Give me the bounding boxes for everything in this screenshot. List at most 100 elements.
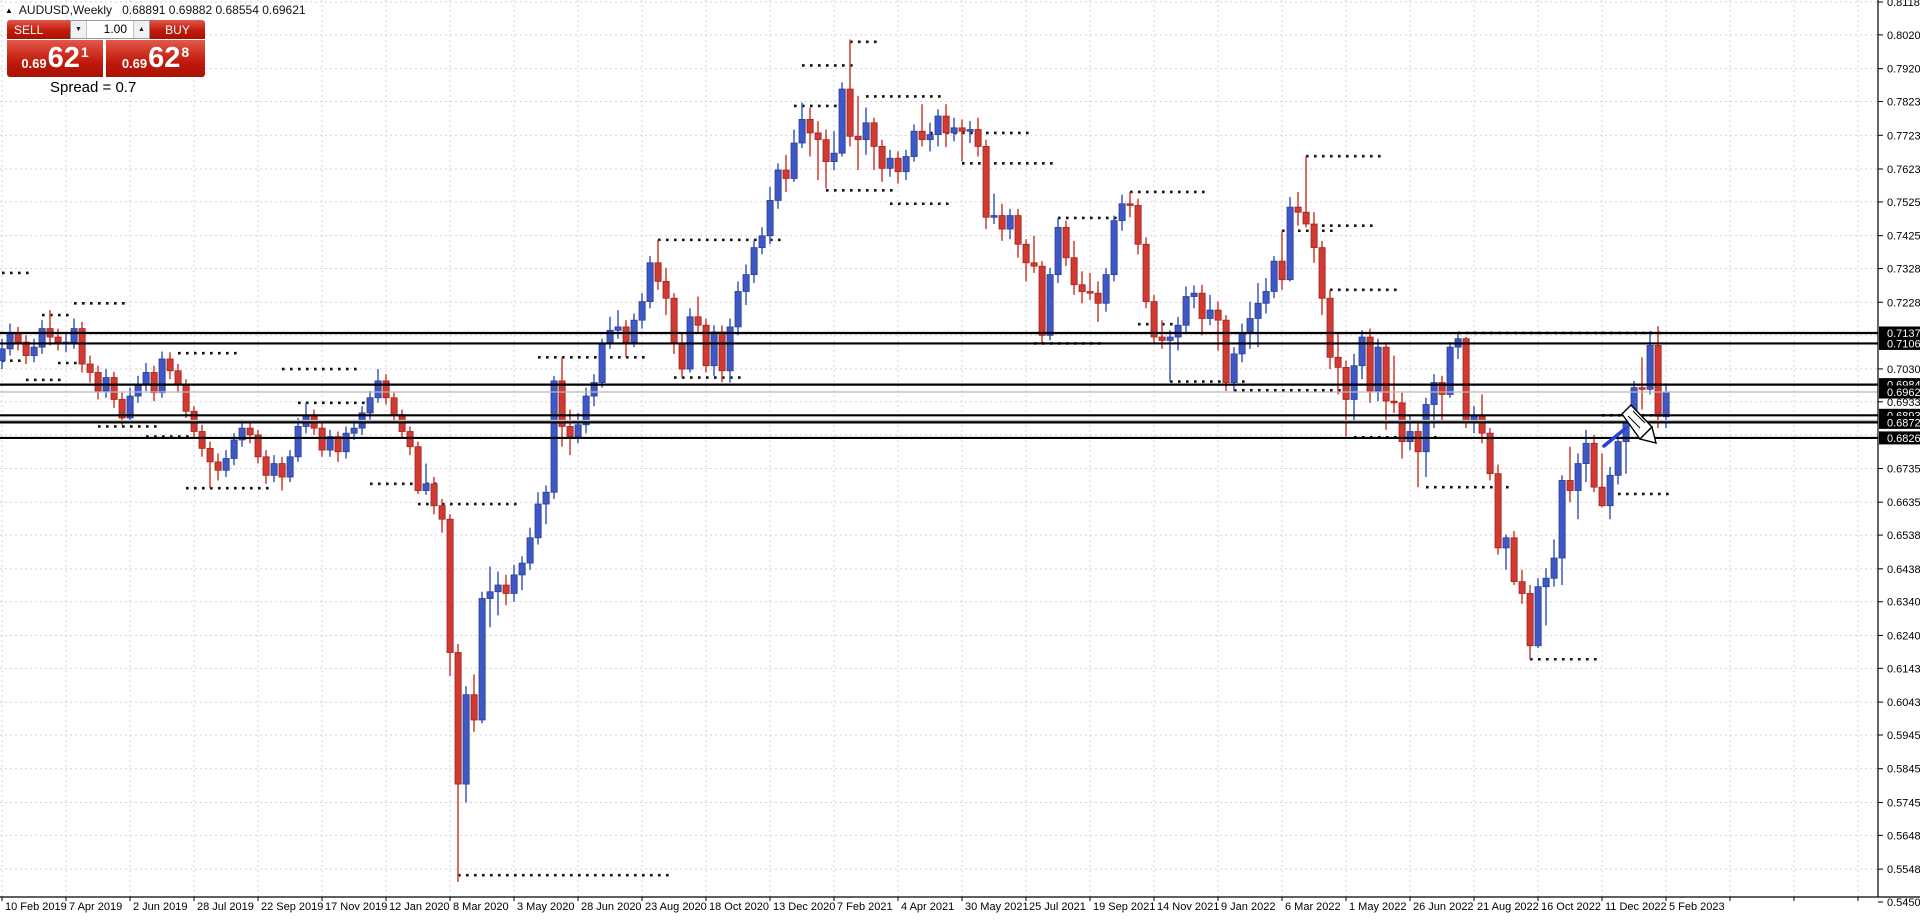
candle-body: [94, 372, 102, 392]
collapse-panel-icon[interactable]: ▲: [5, 5, 13, 15]
price-axis-label: 0.79205: [1887, 64, 1920, 76]
date-axis-label: 28 Jul 2019: [197, 901, 254, 913]
date-axis-label: 10 Feb 2019: [5, 901, 67, 913]
candle: [262, 450, 270, 484]
volume-input[interactable]: 1.00: [103, 22, 127, 36]
candle: [1478, 394, 1486, 444]
candle-body: [1102, 274, 1110, 304]
candle-body: [1534, 586, 1542, 647]
candle-body: [366, 397, 374, 414]
candle: [502, 574, 510, 606]
sell-button[interactable]: SELL: [7, 20, 70, 39]
candle-body: [246, 427, 254, 436]
candle-body: [510, 574, 518, 594]
candle: [1078, 271, 1086, 304]
volume-increase-icon[interactable]: ▲: [133, 21, 149, 38]
levels-layer: [0, 331, 1878, 440]
candle: [1486, 428, 1494, 481]
candle-body: [1502, 537, 1510, 549]
candle-body: [1214, 309, 1222, 321]
candle: [294, 418, 302, 462]
candle: [62, 331, 70, 353]
candle-body: [966, 129, 974, 132]
candle: [446, 514, 454, 677]
candle-body: [862, 122, 870, 141]
candle-body: [654, 262, 662, 282]
candle-body: [766, 199, 774, 237]
candle-body: [1446, 346, 1454, 395]
price-axis-label: 0.75255: [1887, 197, 1920, 209]
candle-body: [822, 139, 830, 162]
level-price-label: 0.68260: [1887, 433, 1920, 445]
sell-price-base: 0.69: [21, 55, 47, 71]
candle: [542, 485, 550, 525]
candle: [990, 193, 998, 225]
candle: [822, 129, 830, 189]
candle-body: [382, 380, 390, 399]
candle-body: [158, 358, 166, 394]
candle: [870, 117, 878, 171]
candle-body: [782, 169, 790, 179]
volume-decrease-icon[interactable]: ▼: [71, 21, 87, 38]
buy-price-button[interactable]: 0.69 62 8: [106, 40, 205, 77]
candle: [1638, 357, 1646, 410]
candle: [798, 102, 806, 149]
candle: [902, 149, 910, 181]
candle-body: [550, 380, 558, 493]
candle: [1302, 156, 1310, 228]
date-axis-label: 9 Jan 2022: [1221, 901, 1275, 913]
candle: [670, 293, 678, 354]
candle-body: [1422, 404, 1430, 453]
candle: [110, 371, 118, 408]
candle-body: [142, 372, 150, 385]
candle: [134, 375, 142, 403]
buy-button[interactable]: BUY: [150, 20, 205, 39]
candle-body: [110, 377, 118, 400]
candle-body: [1126, 203, 1134, 206]
trendline-segment[interactable]: [1602, 426, 1628, 448]
candle: [566, 409, 574, 456]
candles-layer: [0, 39, 1670, 882]
candle-body: [118, 399, 126, 419]
candle-body: [478, 598, 486, 721]
candle: [1086, 272, 1094, 300]
date-axis-label: 5 Feb 2023: [1669, 901, 1725, 913]
price-axis-label: 0.66355: [1887, 497, 1920, 509]
candle: [862, 107, 870, 155]
candle-body: [174, 370, 182, 385]
candle: [750, 240, 758, 284]
candle-body: [918, 130, 926, 141]
price-axis-label: 0.70305: [1887, 364, 1920, 376]
candle-body: [942, 115, 950, 134]
candle-body: [1438, 382, 1446, 395]
candle-body: [14, 333, 22, 343]
candle-body: [894, 157, 902, 173]
date-axis-label: 13 Dec 2020: [773, 901, 835, 913]
candle: [38, 320, 46, 354]
candle: [1070, 240, 1078, 295]
candle-body: [1558, 480, 1566, 559]
candle-body: [1246, 318, 1254, 335]
date-axis-label: 11 Dec 2022: [1605, 901, 1667, 913]
candle-body: [1374, 346, 1382, 392]
candle-body: [1030, 262, 1038, 267]
candle-body: [262, 456, 270, 476]
candle: [286, 450, 294, 483]
candle-body: [662, 280, 670, 299]
candle: [1222, 315, 1230, 392]
candle: [846, 39, 854, 147]
candle: [238, 419, 246, 447]
spread-label: Spread = 0.7: [50, 79, 137, 96]
candle-body: [630, 319, 638, 343]
candle-body: [598, 343, 606, 383]
candle: [1550, 539, 1558, 587]
candle: [1142, 237, 1150, 309]
candle: [966, 121, 974, 144]
sell-price-button[interactable]: 0.69 62 1: [7, 40, 103, 77]
candle-body: [286, 456, 294, 478]
candle-body: [1390, 400, 1398, 404]
